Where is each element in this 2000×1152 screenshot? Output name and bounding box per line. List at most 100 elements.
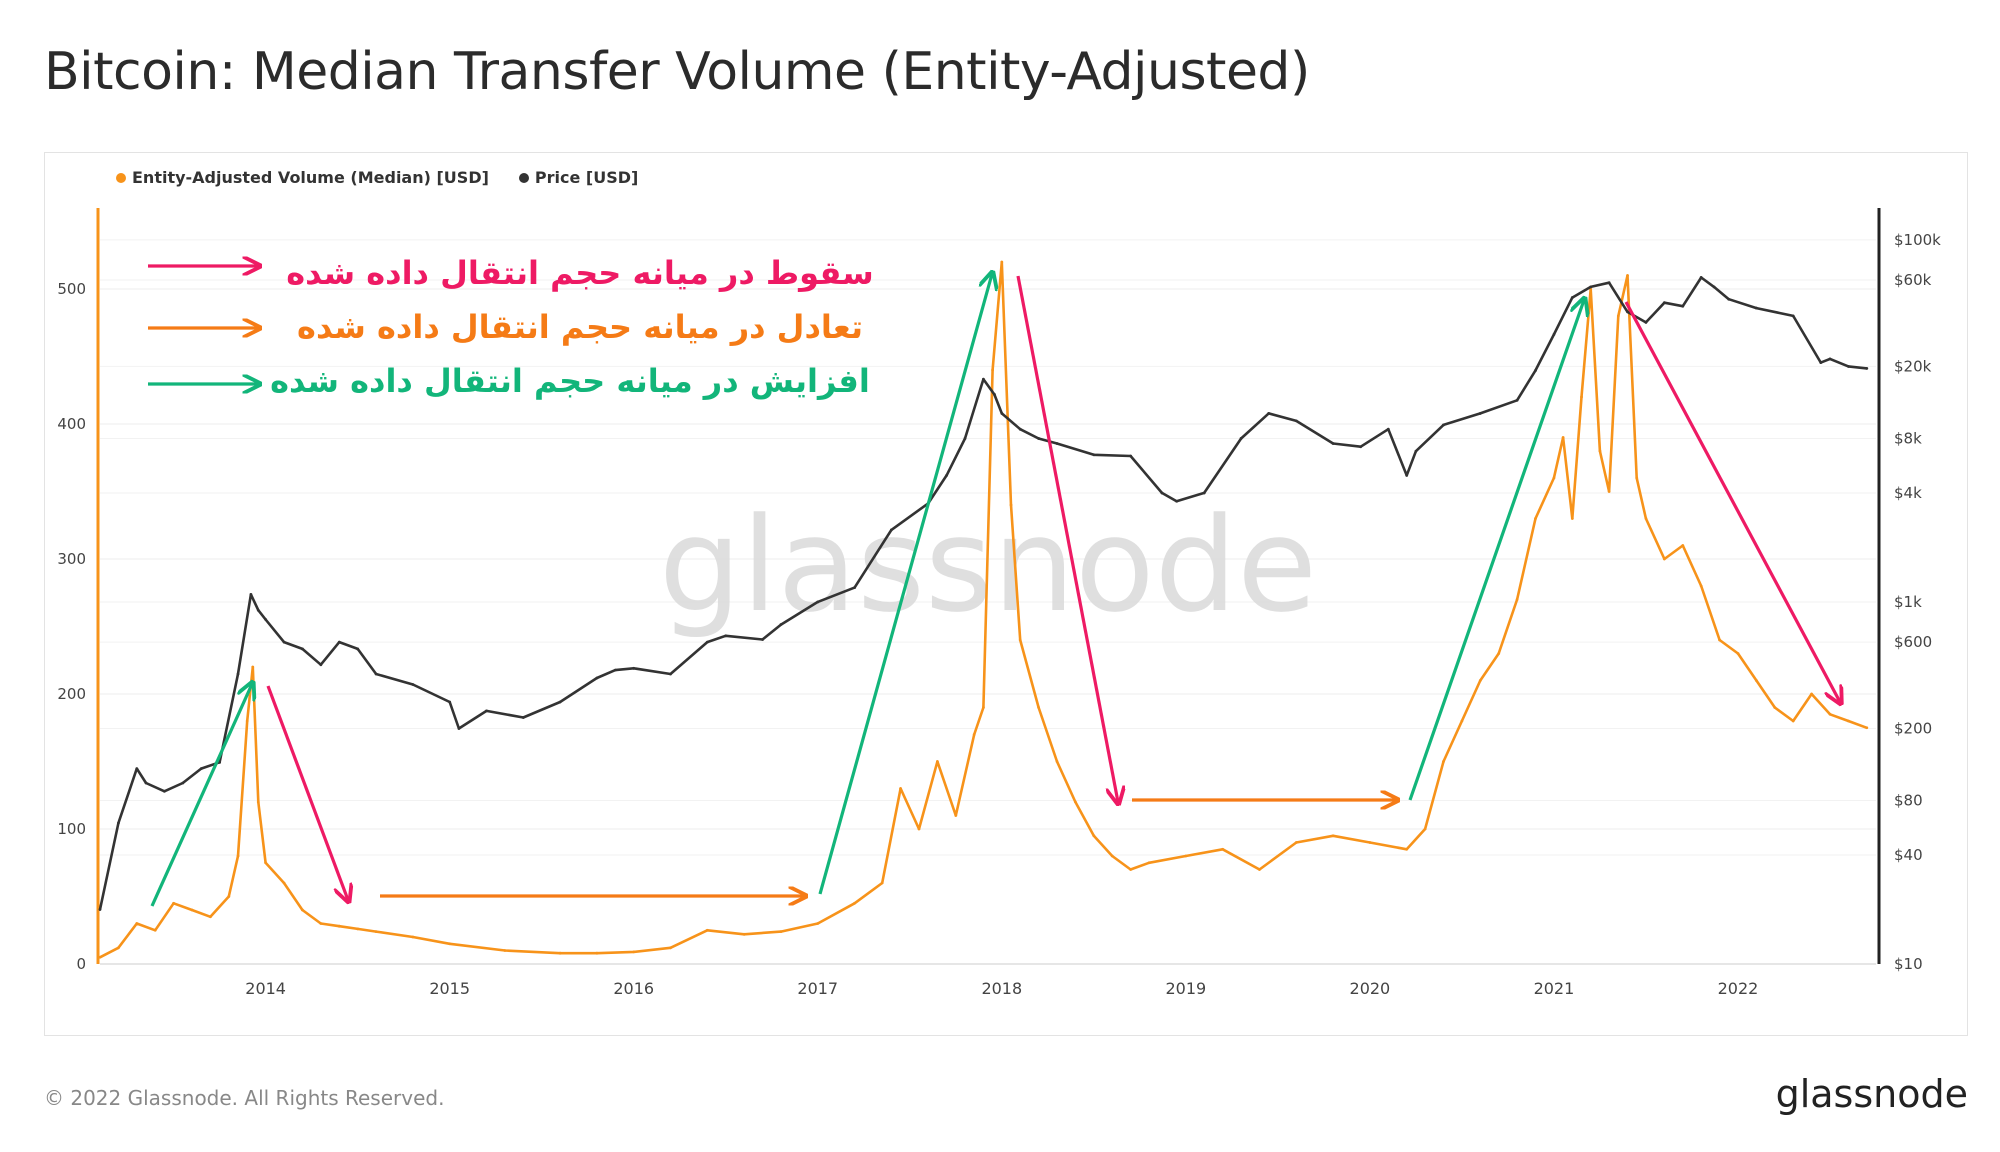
price-point-7 <box>218 760 222 764</box>
chart-frame <box>44 152 1968 1036</box>
price-point-54 <box>1386 427 1390 431</box>
volume-point-63 <box>1552 476 1556 480</box>
volume-point-52 <box>1294 841 1298 844</box>
legend-item-volume[interactable]: Entity-Adjusted Volume (Median) [USD] <box>116 168 489 187</box>
volume-point-19 <box>411 935 415 939</box>
price-point-22 <box>521 716 525 719</box>
legend-item-price[interactable]: Price [USD] <box>518 168 638 187</box>
volume-point-78 <box>1736 652 1740 655</box>
legend-dot-volume <box>116 172 126 183</box>
volume-point-14 <box>301 908 304 912</box>
footer-logo[interactable]: glassnode <box>1775 1072 1968 1116</box>
volume-point-36 <box>972 733 976 736</box>
volume-point-1 <box>117 946 120 950</box>
volume-point-57 <box>1442 760 1445 763</box>
price-point-29 <box>724 634 728 638</box>
volume-point-83 <box>1828 712 1832 716</box>
price-point-36 <box>945 474 948 477</box>
volume-point-31 <box>880 881 884 885</box>
trend-arrow-fall-4 <box>266 685 348 900</box>
x-tick-label-4: 2018 <box>981 979 1022 998</box>
price-point-77 <box>1865 367 1869 370</box>
price-point-69 <box>1699 276 1703 279</box>
price-point-60 <box>1534 369 1537 372</box>
volume-point-13 <box>282 881 286 885</box>
right-tick-label-5: $1k <box>1894 593 1922 611</box>
price-point-62 <box>1570 296 1574 299</box>
price-point-38 <box>981 377 985 381</box>
annotation-fall: سقوط در میانه حجم انتقال داده شده <box>286 254 874 292</box>
volume-point-65 <box>1570 517 1574 520</box>
right-tick-label-8: $20k <box>1894 357 1932 375</box>
volume-point-11 <box>256 800 260 804</box>
volume-point-85 <box>1865 726 1869 730</box>
left-tick-label-0: 0 <box>76 955 86 973</box>
volume-point-82 <box>1810 692 1813 696</box>
legend: Entity-Adjusted Volume (Median) [USD] Pr… <box>116 168 638 187</box>
volume-point-18 <box>374 930 378 933</box>
volume-point-5 <box>190 908 194 912</box>
volume-point-66 <box>1580 395 1583 399</box>
volume-point-42 <box>1037 706 1041 709</box>
price-point-9 <box>249 593 253 596</box>
price-point-67 <box>1662 301 1666 305</box>
volume-point-16 <box>337 924 341 928</box>
price-point-10 <box>256 608 260 612</box>
volume-point-47 <box>1129 868 1133 871</box>
legend-dot-price <box>518 172 529 183</box>
volume-point-32 <box>899 787 902 790</box>
volume-point-0 <box>98 955 102 959</box>
price-point-34 <box>889 528 893 532</box>
price-point-30 <box>761 638 764 641</box>
price-point-65 <box>1626 310 1629 314</box>
price-point-42 <box>1037 437 1041 440</box>
annotation-rise: افزایش در میانه حجم انتقال داده شده <box>270 362 870 400</box>
volume-point-80 <box>1773 706 1777 709</box>
price-point-40 <box>1000 412 1004 415</box>
right-tick-label-3: $200 <box>1894 719 1932 737</box>
left-tick-label-5: 500 <box>57 280 86 298</box>
price-point-32 <box>816 600 820 604</box>
price-point-64 <box>1607 281 1611 285</box>
volume-point-72 <box>1635 476 1639 480</box>
volume-point-44 <box>1074 800 1077 804</box>
price-point-71 <box>1727 297 1731 301</box>
volume-point-37 <box>981 706 985 709</box>
price-point-24 <box>595 676 599 680</box>
left-tick-label-2: 200 <box>57 685 86 703</box>
price-point-47 <box>1175 499 1179 503</box>
volume-point-17 <box>356 927 360 931</box>
volume-point-59 <box>1478 679 1482 682</box>
price-point-39 <box>993 393 996 396</box>
volume-point-54 <box>1368 841 1372 844</box>
volume-point-28 <box>779 930 783 933</box>
series-line-volume <box>99 260 1868 959</box>
volume-point-71 <box>1626 274 1629 277</box>
price-point-75 <box>1828 357 1832 361</box>
price-point-37 <box>963 437 967 440</box>
volume-point-56 <box>1423 827 1427 831</box>
price-point-44 <box>1092 453 1096 457</box>
volume-point-61 <box>1515 598 1519 601</box>
price-point-23 <box>558 700 562 704</box>
volume-point-10 <box>251 665 255 669</box>
volume-point-48 <box>1147 861 1151 865</box>
trend-arrow-fall-10 <box>1624 301 1840 702</box>
volume-point-58 <box>1460 719 1464 723</box>
price-point-33 <box>853 586 856 590</box>
left-tick-label-3: 300 <box>57 550 86 568</box>
volume-point-7 <box>227 895 231 898</box>
volume-point-9 <box>245 719 249 723</box>
x-tick-label-0: 2014 <box>245 979 286 998</box>
volume-point-55 <box>1405 847 1409 851</box>
series-line-price <box>98 276 1867 910</box>
x-tick-label-2: 2016 <box>613 979 654 998</box>
right-tick-label-9: $60k <box>1894 271 1932 289</box>
volume-point-4 <box>172 901 176 905</box>
price-point-45 <box>1129 454 1133 458</box>
volume-point-22 <box>558 951 562 955</box>
volume-point-73 <box>1644 517 1648 520</box>
price-point-31 <box>779 623 783 626</box>
right-tick-label-10: $100k <box>1894 231 1941 249</box>
right-tick-label-7: $8k <box>1894 429 1922 447</box>
